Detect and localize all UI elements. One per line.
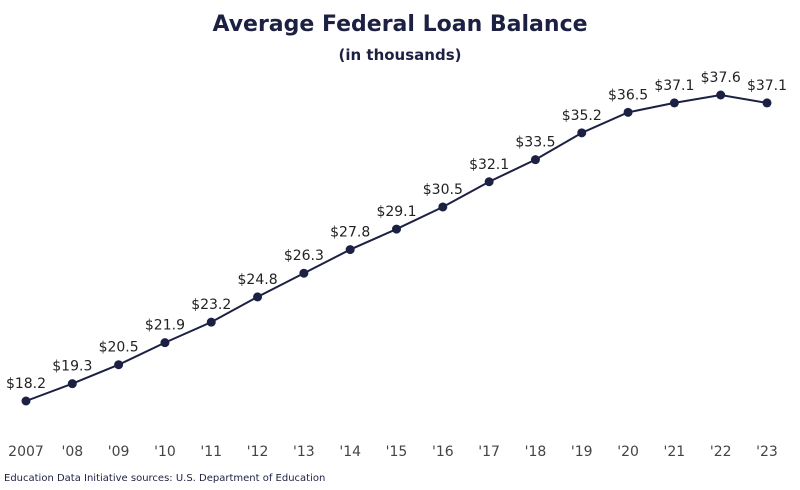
data-label: $32.1 [469,157,509,173]
data-label: $20.5 [99,340,139,356]
data-label: $35.2 [562,108,602,124]
chart-title: Average Federal Loan Balance [212,12,588,37]
data-point [21,396,31,406]
x-tick-label: 2007 [8,444,44,460]
data-label: $33.5 [515,135,555,151]
chart-subtitle: (in thousands) [338,46,462,64]
data-point [160,338,170,348]
x-tick-label: '21 [664,444,686,460]
data-label: $37.6 [701,70,741,86]
data-point [253,292,263,302]
data-point [716,90,726,100]
x-tick-label: '15 [386,444,408,460]
data-label: $37.1 [747,78,787,94]
data-point [484,177,494,187]
data-point [623,107,633,117]
data-label: $27.8 [330,225,370,241]
data-label: $36.5 [608,87,648,103]
data-point [577,128,587,138]
x-tick-label: '23 [756,444,778,460]
data-label: $18.2 [6,376,46,392]
x-tick-label: '10 [154,444,176,460]
x-tick-label: '16 [432,444,454,460]
x-tick-label: '09 [108,444,130,460]
x-tick-label: '17 [478,444,500,460]
data-label: $19.3 [52,359,92,375]
data-point [67,379,77,389]
data-point [392,224,401,234]
x-tick-label: '19 [571,444,593,460]
x-tick-label: '20 [617,444,639,460]
x-tick-label: '12 [247,444,269,460]
data-point [114,360,124,370]
data-label: $23.2 [191,297,231,313]
data-point [530,155,540,165]
x-tick-label: '13 [293,444,315,460]
data-point [299,268,309,278]
data-point [206,317,216,327]
source-note: Education Data Initiative sources: U.S. … [4,473,326,484]
x-tick-label: '14 [339,444,361,460]
data-label: $24.8 [238,272,278,288]
x-tick-label: '11 [200,444,222,460]
x-tick-label: '18 [525,444,547,460]
data-label: $30.5 [423,182,463,198]
x-tick-label: '08 [61,444,83,460]
data-point [438,202,448,212]
data-point [669,98,679,108]
data-point [345,245,355,255]
data-label: $37.1 [654,78,694,94]
x-tick-label: '22 [710,444,732,460]
data-label: $29.1 [376,204,416,220]
data-label: $21.9 [145,318,185,334]
data-point [762,98,772,108]
data-label: $26.3 [284,248,324,264]
